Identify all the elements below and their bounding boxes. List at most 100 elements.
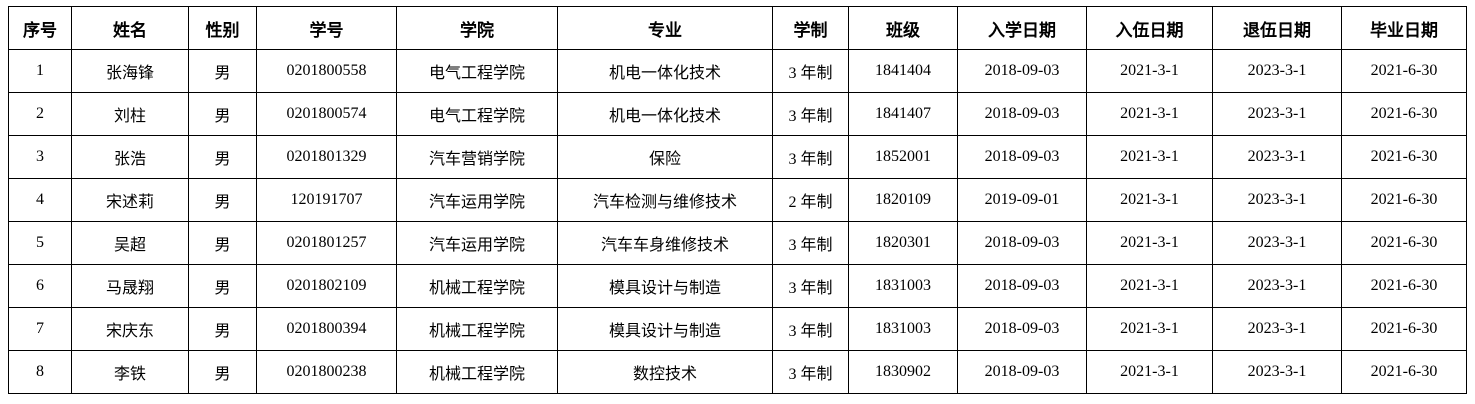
table-row: 5 吴超男 0201801257 汽车运用学院 汽车车身维修技术 3 年制 1820301 2… [8, 221, 1467, 265]
header-gender: 性别 [188, 6, 257, 50]
table-cell: 4 [8, 178, 72, 222]
table-cell: 2021-6-30 [1341, 49, 1467, 93]
table-cell: 2021-3-1 [1086, 92, 1213, 136]
table-cell: 2019-09-01 [957, 178, 1087, 222]
table-cell: 2021-3-1 [1086, 49, 1213, 93]
table-cell: 2023-3-1 [1212, 350, 1342, 394]
table-cell: 2018-09-03 [957, 49, 1087, 93]
table-cell: 2021-6-30 [1341, 307, 1467, 351]
table-cell: 2018-09-03 [957, 92, 1087, 136]
table-cell: 2021-3-1 [1086, 135, 1213, 179]
table-row: 6 马晟翔男 0201802109 机械工程学院 模具设计与制造 3 年制 1831003 2… [8, 264, 1467, 308]
table-cell: 2018-09-03 [957, 135, 1087, 179]
table-cell: 0201801257 [256, 221, 397, 265]
table-cell: 汽车车身维修技术 [557, 221, 773, 265]
table-cell: 2021-6-30 [1341, 350, 1467, 394]
table-cell: 0201800574 [256, 92, 397, 136]
header-class: 班级 [848, 6, 958, 50]
table-cell: 2018-09-03 [957, 221, 1087, 265]
table-cell: 1830902 [848, 350, 958, 394]
table-cell: 2023-3-1 [1212, 307, 1342, 351]
table-cell: 汽车检测与维修技术 [557, 178, 773, 222]
table-cell: 3 年制 [772, 135, 849, 179]
table-cell: 机械工程学院 [396, 264, 558, 308]
table-cell: 汽车营销学院 [396, 135, 558, 179]
table-cell: 2021-6-30 [1341, 264, 1467, 308]
header-graduation-date: 毕业日期 [1341, 6, 1467, 50]
table-cell: 2 [8, 92, 72, 136]
header-enrollment-date: 入学日期 [957, 6, 1087, 50]
table-cell: 3 [8, 135, 72, 179]
table-row: 8 李铁男 0201800238 机械工程学院 数控技术 3 年制 1830902 2018-… [8, 350, 1467, 394]
table-body: 1 张海锋男 0201800558 电气工程学院 机电一体化技术 3 年制 1841404 2… [8, 49, 1467, 394]
table-cell: 男 [188, 135, 257, 179]
table-cell: 机械工程学院 [396, 350, 558, 394]
table-cell: 1852001 [848, 135, 958, 179]
table-cell: 男 [188, 92, 257, 136]
table-cell: 电气工程学院 [396, 49, 558, 93]
table-cell: 2023-3-1 [1212, 135, 1342, 179]
header-serial-number: 序号 [8, 6, 72, 50]
table-cell: 3 年制 [772, 350, 849, 394]
table-cell: 8 [8, 350, 72, 394]
table-cell: 2023-3-1 [1212, 49, 1342, 93]
header-name: 姓名 [71, 6, 189, 50]
table-cell: 0201801329 [256, 135, 397, 179]
header-discharge-date: 退伍日期 [1212, 6, 1342, 50]
table-cell: 1841404 [848, 49, 958, 93]
table-cell: 2021-6-30 [1341, 135, 1467, 179]
table-cell: 2018-09-03 [957, 307, 1087, 351]
table-cell: 2021-3-1 [1086, 307, 1213, 351]
header-row: 序号 姓名 性别 学号 学院 专业 学制 班级 入学日期 入伍日期 退伍日期 毕… [8, 6, 1467, 50]
table-cell: 汽车运用学院 [396, 221, 558, 265]
table-cell: 保险 [557, 135, 773, 179]
table-cell: 汽车运用学院 [396, 178, 558, 222]
table-cell: 3 年制 [772, 49, 849, 93]
table-cell: 模具设计与制造 [557, 307, 773, 351]
table-cell: 3 年制 [772, 264, 849, 308]
table-cell: 宋述莉 [71, 178, 189, 222]
table-cell: 2023-3-1 [1212, 264, 1342, 308]
table-cell: 2023-3-1 [1212, 221, 1342, 265]
table-cell: 男 [188, 264, 257, 308]
table-cell: 2021-6-30 [1341, 92, 1467, 136]
table-cell: 模具设计与制造 [557, 264, 773, 308]
table-cell: 张海锋 [71, 49, 189, 93]
table-cell: 男 [188, 221, 257, 265]
table-cell: 0201802109 [256, 264, 397, 308]
table-cell: 机电一体化技术 [557, 92, 773, 136]
header-student-id: 学号 [256, 6, 397, 50]
table-row: 7 宋庆东男 0201800394 机械工程学院 模具设计与制造 3 年制 1831003 2… [8, 307, 1467, 351]
table-cell: 男 [188, 307, 257, 351]
table-cell: 2021-3-1 [1086, 264, 1213, 308]
table-cell: 男 [188, 350, 257, 394]
table-cell: 李铁 [71, 350, 189, 394]
table-row: 1 张海锋男 0201800558 电气工程学院 机电一体化技术 3 年制 1841404 2… [8, 49, 1467, 93]
table-cell: 2021-3-1 [1086, 350, 1213, 394]
table-row: 2 刘柱男 0201800574 电气工程学院 机电一体化技术 3 年制 1841407 20… [8, 92, 1467, 136]
table-cell: 张浩 [71, 135, 189, 179]
table-cell: 0201800238 [256, 350, 397, 394]
table-cell: 2021-6-30 [1341, 178, 1467, 222]
table-cell: 2 年制 [772, 178, 849, 222]
table-cell: 男 [188, 49, 257, 93]
table-cell: 2018-09-03 [957, 264, 1087, 308]
table-cell: 1831003 [848, 307, 958, 351]
table-cell: 吴超 [71, 221, 189, 265]
table-cell: 2018-09-03 [957, 350, 1087, 394]
table-cell: 0201800394 [256, 307, 397, 351]
table-cell: 6 [8, 264, 72, 308]
student-veteran-roster-table: 序号 姓名 性别 学号 学院 专业 学制 班级 入学日期 入伍日期 退伍日期 毕… [8, 6, 1467, 394]
table-cell: 3 年制 [772, 92, 849, 136]
table-cell: 机电一体化技术 [557, 49, 773, 93]
header-program-duration: 学制 [772, 6, 849, 50]
table-cell: 刘柱 [71, 92, 189, 136]
header-college: 学院 [396, 6, 558, 50]
header-enlistment-date: 入伍日期 [1086, 6, 1213, 50]
table-cell: 0201800558 [256, 49, 397, 93]
table-cell: 1841407 [848, 92, 958, 136]
table-cell: 1831003 [848, 264, 958, 308]
table-cell: 2021-6-30 [1341, 221, 1467, 265]
table-cell: 3 年制 [772, 307, 849, 351]
